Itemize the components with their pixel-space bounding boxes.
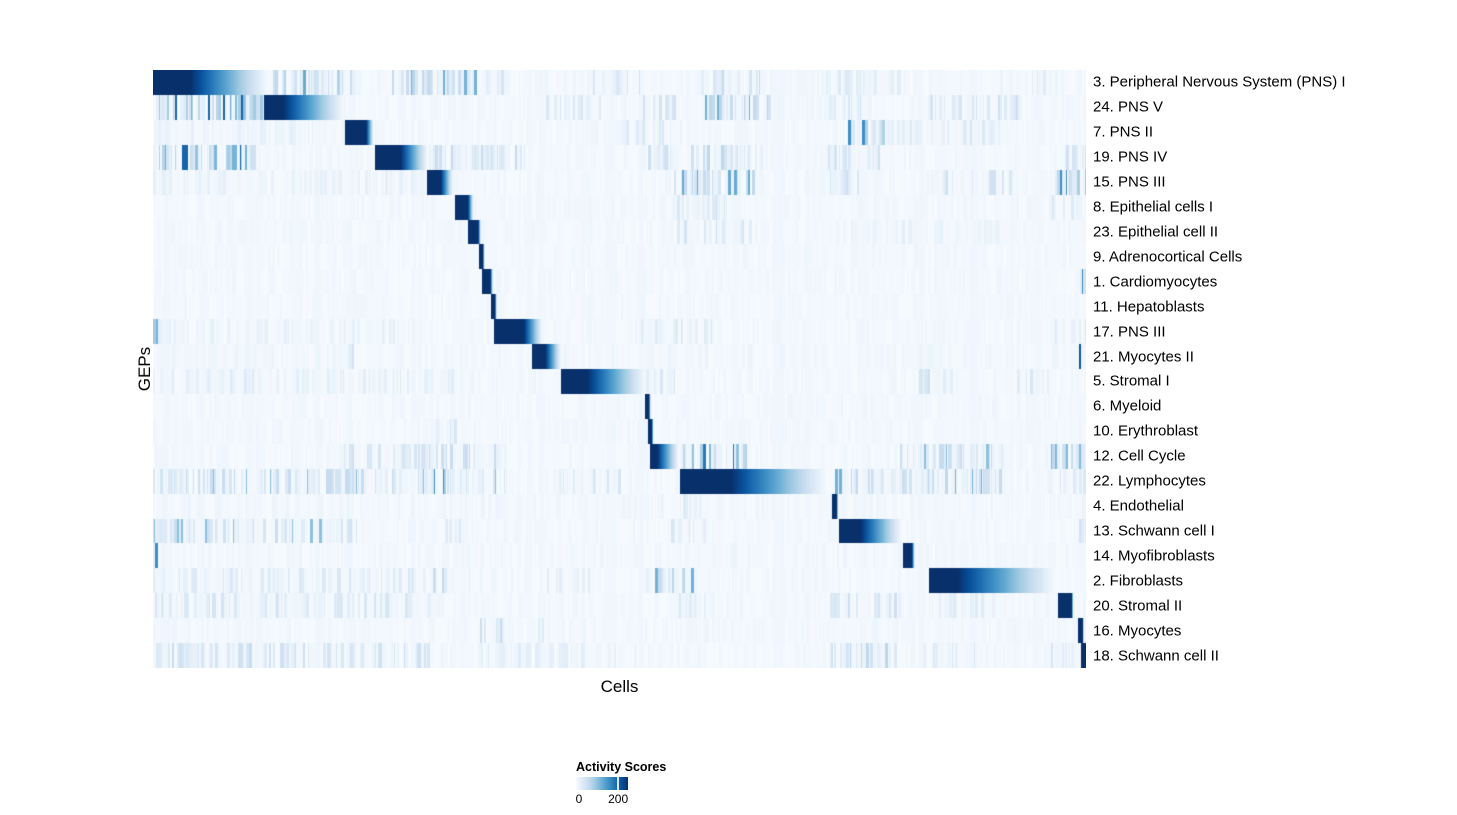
row-label: 2. Fibroblasts <box>1093 572 1184 590</box>
legend-tick-label-0: 0 <box>575 792 583 806</box>
row-label: 7. PNS II <box>1093 123 1154 141</box>
row-label: 16. Myocytes <box>1093 622 1182 640</box>
row-label: 9. Adrenocortical Cells <box>1093 248 1243 266</box>
row-label: 15. PNS III <box>1093 173 1166 191</box>
row-label: 11. Hepatoblasts <box>1093 298 1205 316</box>
row-label: 8. Epithelial cells I <box>1093 198 1214 216</box>
row-label: 19. PNS IV <box>1093 148 1168 166</box>
row-label: 4. Endothelial <box>1093 497 1184 515</box>
row-labels: 3. Peripheral Nervous System (PNS) I 24. … <box>1093 70 1453 668</box>
y-axis-title: GEPs <box>135 346 154 392</box>
row-label: 10. Erythroblast <box>1093 422 1199 440</box>
plot-area <box>153 70 1086 668</box>
x-axis-title: Cells <box>600 677 639 696</box>
row-label: 22. Lymphocytes <box>1093 472 1206 490</box>
row-label: 17. PNS III <box>1093 323 1166 341</box>
row-label: 14. Myofibroblasts <box>1093 547 1215 565</box>
legend-tick-label-200: 200 <box>608 792 629 806</box>
row-label: 5. Stromal I <box>1093 372 1170 390</box>
row-label: 21. Myocytes II <box>1093 348 1194 366</box>
row-label: 13. Schwann cell I <box>1093 522 1215 540</box>
row-label: 1. Cardiomyocytes <box>1093 273 1218 291</box>
row-label: 23. Epithelial cell II <box>1093 223 1219 241</box>
row-label: 18. Schwann cell II <box>1093 647 1219 665</box>
row-label: 24. PNS V <box>1093 98 1164 116</box>
row-label: 6. Myeloid <box>1093 397 1162 415</box>
legend: Activity Scores 0 200 <box>576 760 716 806</box>
legend-colorbar <box>576 777 628 790</box>
legend-title: Activity Scores <box>576 760 667 774</box>
row-label: 20. Stromal II <box>1093 597 1183 615</box>
row-label: 3. Peripheral Nervous System (PNS) I <box>1093 73 1346 91</box>
legend-tick-200 <box>617 777 620 790</box>
heatmap-canvas <box>153 70 1086 668</box>
legend-tick-labels: 0 200 <box>576 792 628 806</box>
row-label: 12. Cell Cycle <box>1093 447 1186 465</box>
